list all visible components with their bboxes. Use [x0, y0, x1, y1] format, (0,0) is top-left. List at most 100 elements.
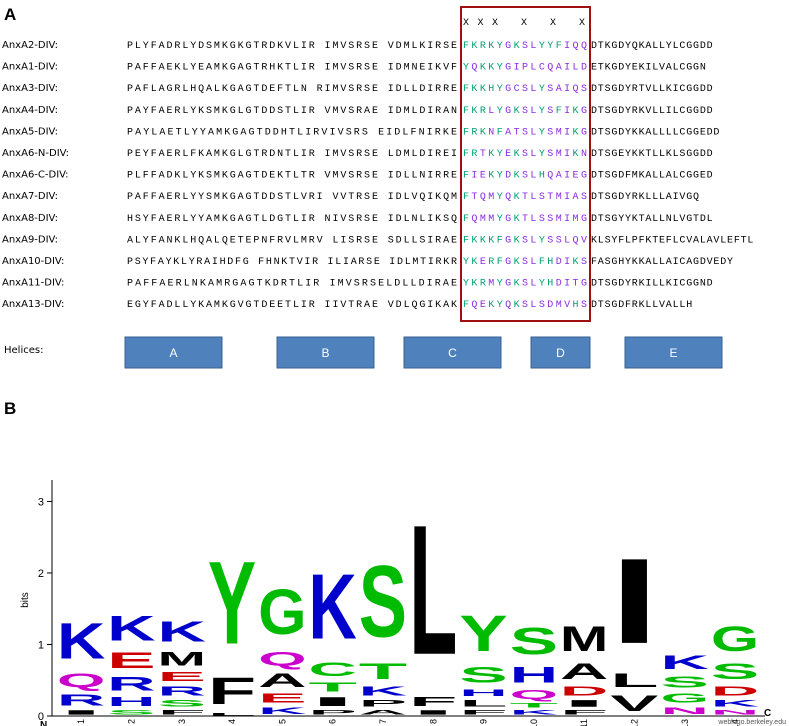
x-tick-label: 5 [277, 719, 287, 724]
logo-letter: F [158, 709, 206, 716]
logo-letter: Q [258, 648, 306, 670]
logo-letter: T [510, 702, 558, 709]
logo-letter: H [510, 662, 558, 687]
logo-letter: Y [208, 536, 256, 669]
logo-letter: M [158, 648, 206, 669]
logo-letter: H [107, 695, 155, 709]
logo-letter: N [711, 709, 759, 716]
logo-letter: L [409, 487, 457, 694]
helix-label: B [321, 346, 329, 360]
x-tick-label: 2 [126, 719, 136, 724]
x-tick-label: 4 [227, 719, 237, 724]
logo-letter: K [711, 698, 760, 709]
helix-box [276, 336, 375, 369]
helix-label: C [448, 346, 457, 360]
sequence-post: ETKGDYEKILVALCGGN [591, 63, 707, 74]
helix-label: A [169, 346, 177, 360]
logo-letter: I [560, 698, 608, 709]
logo-letter: P [359, 698, 407, 709]
sequence-post: DTSGDFMKALLALCGGED [591, 171, 713, 182]
logo-letter: D [560, 684, 608, 698]
sequence-post: DTKGDYQKALLYLCGGDD [591, 41, 713, 52]
box-header: XXX X X X [463, 18, 585, 29]
sequence-pre: PSYFAYKLYRAIHDFG FHNKTVIR ILIARSE IDLMTI… [127, 257, 457, 268]
sequence-post: KLSYFLPFKTEFLCVALAVLEFTL [591, 235, 754, 246]
logo-letter: Q [510, 687, 558, 701]
x-tick-label: 11 [579, 719, 589, 726]
logo-letter: E [107, 648, 155, 673]
y-axis-label: bits [20, 592, 31, 608]
logo-letter: K [107, 609, 156, 648]
x-tick-label: 6 [328, 719, 338, 724]
sequence-name: AnxA7-DIV: [2, 191, 58, 202]
sequence-name: AnxA1-DIV: [2, 62, 58, 73]
x-tick-label: 8 [428, 719, 438, 724]
logo-letter: Q [57, 669, 105, 691]
x-tick-label: 9 [479, 719, 489, 724]
logo-letter: A [359, 709, 407, 716]
logo-letter: L [459, 698, 507, 709]
sequence-pre: PAYLAETLYYAMKGAGTDDHTLIRVIVSRS EIDLFNIRK… [127, 127, 457, 138]
logo-letter: I [309, 695, 357, 709]
logo-letter: L [610, 670, 658, 691]
logo-letter: K [359, 684, 408, 698]
logo-letter: S [711, 659, 759, 684]
logo-letter: E [158, 670, 206, 684]
sequence-pre: HSYFAERLYYAMKGAGTLDGTLIR NIVSRSE IDLNLIK… [127, 214, 457, 225]
logo-letter: K [258, 705, 307, 716]
y-tick-label: 2 [38, 568, 44, 580]
sequence-pre: EGYFADLLYKAMKGVGTDEETLIR IIVTRAE VDLQGIK… [127, 300, 457, 311]
logo-letter: R [158, 684, 206, 698]
sequence-post: DTSGDYRKLLLAIVGQ [591, 192, 700, 203]
n-label: N [40, 720, 47, 726]
logo-letter: F [208, 670, 256, 713]
logo-letter: I [409, 709, 457, 716]
logo-letter: Y [459, 605, 507, 662]
logo-letter: K [309, 556, 357, 659]
sequence-pre: PLYFADRLYDSMKGKGTRDKVLIR IMVSRSE VDMLKIR… [127, 41, 457, 52]
x-tick-label: 14 [730, 719, 740, 726]
sequence-name: AnxA13-DIV: [2, 299, 64, 310]
c-label: C [764, 708, 771, 719]
x-tick-label: 10 [529, 719, 539, 726]
logo-letter: G [661, 691, 709, 705]
logo-letter: S [661, 673, 709, 691]
sequence-post: FASGHYKKALLAICAGDVEDY [591, 257, 734, 268]
helix-box [530, 336, 591, 369]
panel-label: B [4, 399, 16, 418]
logo-letter: F [560, 709, 608, 716]
sequence-pre: PAFFAERLYYSMKGAGTDDSTLVRI VVTRSE IDLVQIK… [127, 192, 457, 203]
x-tick-label: 13 [680, 719, 690, 726]
sequence-pre: PAYFAERLYKSMKGLGTDDSTLIR VMVSRAE IDMLDIR… [127, 106, 457, 117]
sequence-name: AnxA2-DIV: [2, 40, 58, 51]
logo-letter: L [208, 712, 256, 716]
logo-letter: I [57, 709, 105, 716]
logo-letter: R [57, 691, 105, 709]
sequence-post: DTSGDYKKALLLLCGGEDD [591, 127, 720, 138]
logo-letter: K [158, 616, 206, 648]
logo-letter: H [459, 688, 507, 699]
logo-letter: A [258, 670, 306, 691]
sequence-pre: PAFLAGRLHQALKGAGTDEFTLN RIMVSRSE IDLLDIR… [127, 84, 457, 95]
sequence-name: AnxA6-C-DIV: [2, 170, 69, 181]
logo-letter: E [258, 691, 306, 705]
logo-letter: K [57, 612, 105, 670]
sequence-name: AnxA5-DIV: [2, 126, 58, 137]
logo-letter: A [560, 659, 608, 684]
helix-box [124, 336, 223, 369]
sequence-name: AnxA11-DIV: [2, 278, 64, 289]
logo-letter: V [610, 691, 659, 716]
sequence-name: AnxA8-DIV: [2, 213, 58, 224]
logo-letter: F [459, 709, 507, 716]
sequence-name: AnxA4-DIV: [2, 105, 58, 116]
x-tick-label: 1 [76, 719, 86, 724]
